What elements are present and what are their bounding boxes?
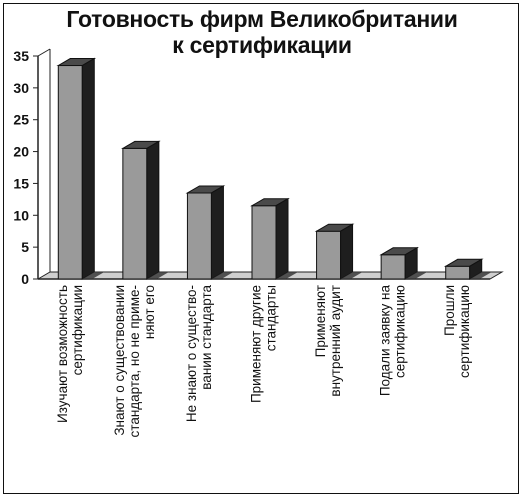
chart-title-line-1: Готовность фирм Великобритании bbox=[66, 6, 458, 32]
x-tick-label-line: внутренний аудит bbox=[328, 285, 343, 397]
x-tick-label-line: няют его bbox=[142, 285, 157, 339]
bar-floor-shadow bbox=[469, 272, 492, 279]
x-tick-label: Прошли сертификацию bbox=[442, 285, 472, 378]
bar-side bbox=[146, 140, 160, 280]
bar-floor-shadow bbox=[405, 272, 428, 279]
x-tick-label: Подали заявку на сертификацию bbox=[378, 285, 408, 397]
chart-title: Готовность фирм Великобритании к сертифи… bbox=[0, 6, 524, 58]
bar-floor-shadow bbox=[211, 272, 234, 279]
y-tick-label: 25 bbox=[13, 112, 29, 128]
bar bbox=[122, 147, 148, 280]
y-tick-label: 5 bbox=[21, 239, 29, 255]
x-tick-label-line: вании стандарта bbox=[199, 285, 214, 390]
x-tick-label: Не знают о существо-вании стандарта bbox=[184, 285, 214, 423]
x-tick-label-line: Прошли bbox=[442, 285, 457, 336]
bar-side bbox=[81, 57, 95, 280]
bar bbox=[380, 254, 406, 280]
y-tick-label: 0 bbox=[21, 271, 29, 287]
x-tick-label-line: сертификации bbox=[70, 285, 85, 375]
x-tick-label-line: стандарты bbox=[264, 285, 279, 351]
y-tick-label: 20 bbox=[13, 144, 29, 160]
wall-top-edge bbox=[37, 48, 51, 57]
x-tick-label-line: стандарта, но не приме- bbox=[127, 285, 142, 437]
bar-floor-shadow bbox=[340, 272, 363, 279]
bar-floor-shadow bbox=[82, 272, 105, 279]
x-tick-label: Применяют внутренний аудит bbox=[313, 285, 343, 397]
x-tick-label: Применяют другие стандарты bbox=[249, 285, 279, 403]
bar bbox=[445, 265, 471, 280]
x-tick-label-line: сертификацию bbox=[457, 285, 472, 378]
x-tick-label: Знают о существовании стандарта, но не пр… bbox=[112, 285, 157, 437]
bar-floor-shadow bbox=[146, 272, 169, 279]
x-tick-label-line: Подали заявку на bbox=[378, 285, 393, 397]
bar bbox=[316, 230, 342, 280]
bar bbox=[186, 192, 212, 280]
x-tick-label-line: Применяют другие bbox=[249, 285, 264, 403]
y-tick-label: 35 bbox=[13, 48, 29, 64]
bar-floor-shadow bbox=[276, 272, 298, 279]
x-tick-label-line: Не знают о существо- bbox=[184, 285, 199, 422]
bar bbox=[251, 205, 277, 280]
bar-side bbox=[340, 223, 354, 280]
y-tick-label: 15 bbox=[13, 175, 29, 191]
x-tick-label-line: Изучают возможность bbox=[55, 285, 70, 423]
bar-side bbox=[275, 197, 289, 280]
x-tick-label-line: сертификацию bbox=[393, 285, 408, 378]
y-tick-label: 30 bbox=[13, 80, 29, 96]
bar bbox=[57, 65, 83, 280]
y-tick-label: 10 bbox=[13, 207, 29, 223]
bar-side bbox=[210, 185, 224, 280]
chart-title-line-2: к сертификации bbox=[172, 32, 352, 58]
x-tick-label-line: Знают о существовании bbox=[112, 285, 127, 436]
x-tick-label-line: Применяют bbox=[313, 285, 328, 357]
x-tick-label: Изучают возможность сертификации bbox=[55, 285, 85, 423]
